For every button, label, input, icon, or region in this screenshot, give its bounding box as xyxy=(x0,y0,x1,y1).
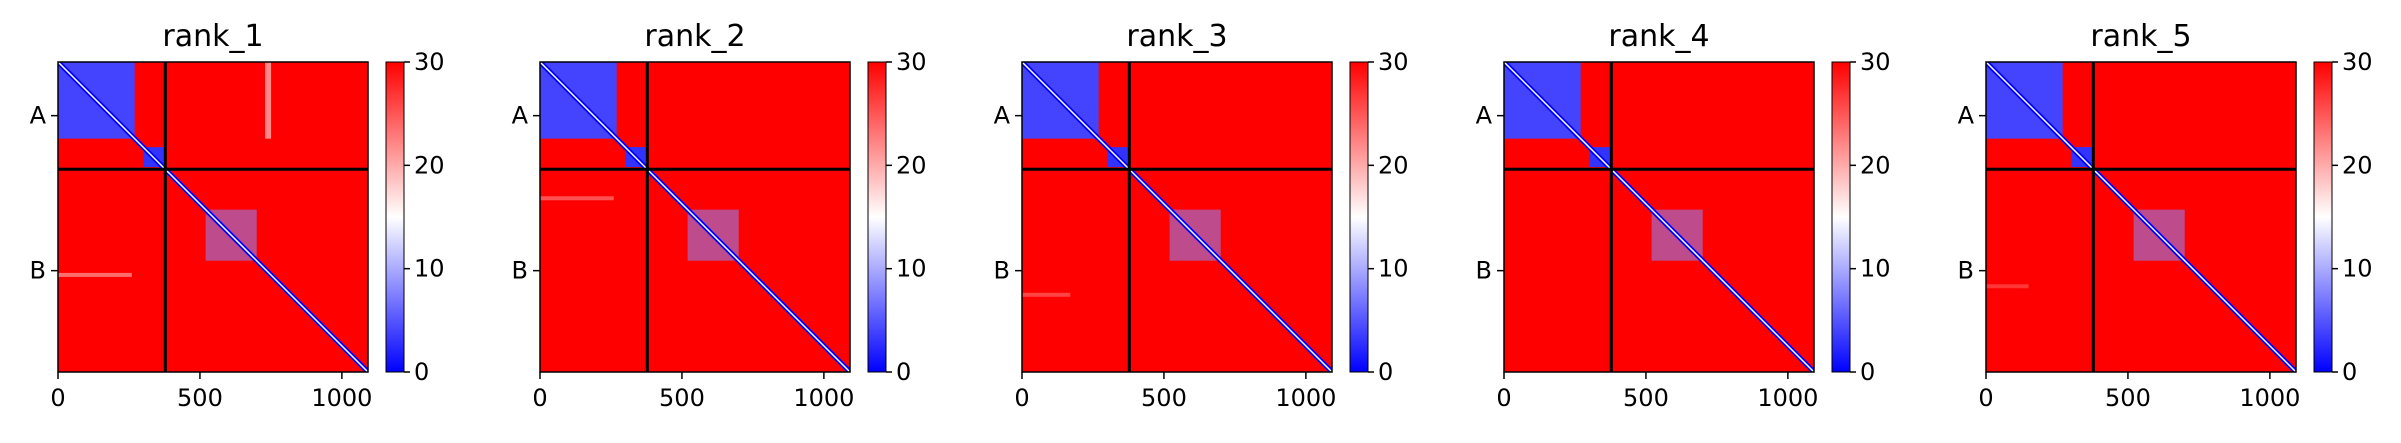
y-tick-label-chain-A: A xyxy=(994,102,1011,130)
x-tick-label: 0 xyxy=(1496,384,1511,412)
chart-title: rank_5 xyxy=(2090,19,2191,54)
colorbar-frame xyxy=(867,61,887,373)
heatmap-stripe xyxy=(1022,292,1071,297)
colorbar-tick-label: 20 xyxy=(896,151,927,179)
colorbar-tick-label: 10 xyxy=(414,255,445,283)
colorbar-tick-label: 0 xyxy=(1860,358,1875,386)
colorbar-tick-label: 10 xyxy=(896,255,927,283)
x-tick-label: 0 xyxy=(532,384,547,412)
y-tick-label-chain-A: A xyxy=(512,102,529,130)
y-tick-label-chain-B: B xyxy=(1476,257,1492,285)
colorbar-frame xyxy=(385,61,405,373)
x-tick-label: 1000 xyxy=(311,384,372,412)
colorbar-frame xyxy=(2313,61,2333,373)
y-tick-label-chain-A: A xyxy=(30,102,47,130)
heatmap-diagonal-core xyxy=(1022,62,1332,372)
panel-rank_2: rank_2 0 500 1000 A B 0 10 20 30 xyxy=(512,19,927,412)
y-tick-label-chain-A: A xyxy=(1476,102,1493,130)
heatmap-frame xyxy=(1985,61,2297,373)
heatmap-rank_2 xyxy=(540,62,850,372)
x-tick-label: 0 xyxy=(1978,384,1993,412)
chart-title: rank_4 xyxy=(1608,19,1709,54)
heatmap-rank_3 xyxy=(1022,62,1332,372)
x-tick-label: 500 xyxy=(659,384,705,412)
x-tick-label: 0 xyxy=(50,384,65,412)
y-tick-label-chain-B: B xyxy=(994,257,1010,285)
heatmap-diagonal-core xyxy=(540,62,850,372)
x-tick-label: 1000 xyxy=(793,384,854,412)
colorbar-tick-label: 10 xyxy=(1378,255,1409,283)
colorbar-tick-label: 20 xyxy=(1378,151,1409,179)
colorbar-tick-label: 30 xyxy=(2342,48,2373,76)
heatmap-diagonal-core xyxy=(1504,62,1814,372)
y-tick-label-chain-B: B xyxy=(512,257,528,285)
panel-rank_5: rank_5 0 500 1000 A B 0 10 20 30 xyxy=(1958,19,2373,412)
x-tick-label: 500 xyxy=(177,384,223,412)
x-tick-label: 500 xyxy=(1623,384,1669,412)
heatmap-frame xyxy=(1021,61,1333,373)
colorbar-tick-label: 30 xyxy=(1378,48,1409,76)
colorbar xyxy=(868,62,886,372)
colorbar-tick-label: 0 xyxy=(896,358,911,386)
x-tick-label: 500 xyxy=(1141,384,1187,412)
heatmap-diagonal-core xyxy=(58,62,368,372)
heatmap-frame xyxy=(1503,61,1815,373)
colorbar-tick-label: 0 xyxy=(414,358,429,386)
panel-rank_3: rank_3 0 500 1000 A B 0 10 20 30 xyxy=(994,19,1409,412)
heatmap-rank_1 xyxy=(58,62,368,372)
heatmap-frame xyxy=(57,61,369,373)
colorbar-tick-label: 20 xyxy=(2342,151,2373,179)
heatmap-rank_5 xyxy=(1986,62,2296,372)
x-tick-label: 0 xyxy=(1014,384,1029,412)
colorbar-tick-label: 20 xyxy=(1860,151,1891,179)
x-tick-label: 1000 xyxy=(1275,384,1336,412)
panel-rank_4: rank_4 0 500 1000 A B 0 10 20 30 xyxy=(1476,19,1891,412)
y-tick-label-chain-B: B xyxy=(30,257,46,285)
colorbar-tick-label: 10 xyxy=(2342,255,2373,283)
y-tick-label-chain-A: A xyxy=(1958,102,1975,130)
colorbar-tick-label: 30 xyxy=(414,48,445,76)
y-tick-label-chain-B: B xyxy=(1958,257,1974,285)
colorbar xyxy=(1350,62,1368,372)
heatmap-frame xyxy=(539,61,851,373)
chart-title: rank_3 xyxy=(1126,19,1227,54)
x-tick-label: 1000 xyxy=(2239,384,2300,412)
panel-rank_1: rank_1 0 500 1000 A B 0 10 20 30 xyxy=(30,19,445,412)
colorbar-tick-label: 0 xyxy=(1378,358,1393,386)
colorbar-frame xyxy=(1831,61,1851,373)
colorbar-tick-label: 30 xyxy=(896,48,927,76)
heatmap-diagonal-core xyxy=(1986,62,2296,372)
colorbar-frame xyxy=(1349,61,1369,373)
x-tick-label: 1000 xyxy=(1757,384,1818,412)
colorbar-tick-label: 0 xyxy=(2342,358,2357,386)
colorbar xyxy=(1832,62,1850,372)
x-tick-label: 500 xyxy=(2105,384,2151,412)
colorbar xyxy=(2314,62,2332,372)
heatmap-stripe xyxy=(58,272,132,277)
heatmap-stripe xyxy=(540,196,614,201)
chart-title: rank_2 xyxy=(644,19,745,54)
heatmap-rank_4 xyxy=(1504,62,1814,372)
colorbar-tick-label: 10 xyxy=(1860,255,1891,283)
chart-title: rank_1 xyxy=(162,19,263,54)
colorbar-tick-label: 20 xyxy=(414,151,445,179)
colorbar xyxy=(386,62,404,372)
colorbar-tick-label: 30 xyxy=(1860,48,1891,76)
heatmap-stripe xyxy=(265,62,272,139)
heatmap-stripe xyxy=(1986,284,2029,289)
